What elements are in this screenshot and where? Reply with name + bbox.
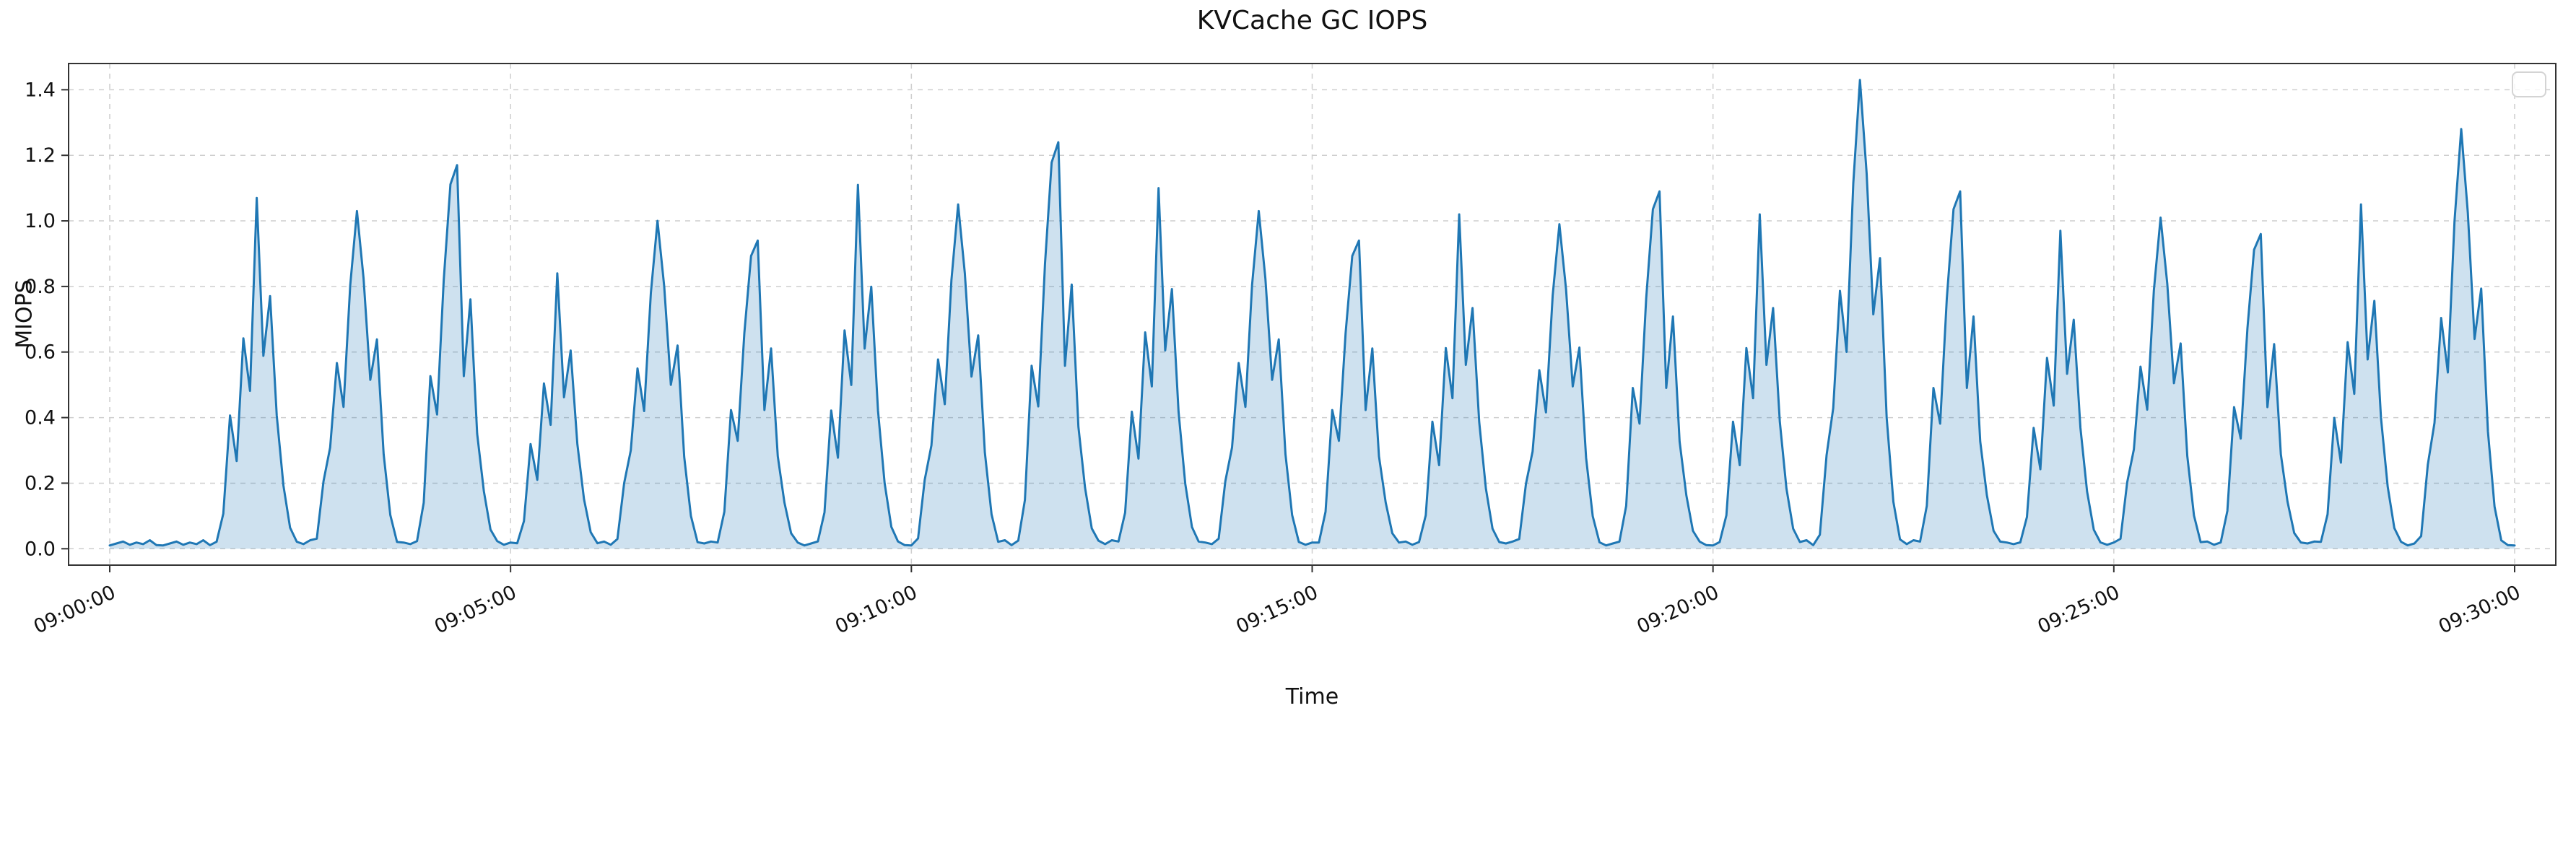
x-axis-label: Time — [1285, 684, 1339, 709]
x-tick-label: 09:10:00 — [832, 581, 921, 638]
x-tick-label: 09:00:00 — [30, 581, 119, 638]
y-tick-label: 1.4 — [25, 79, 56, 101]
y-tick-label: 0.8 — [25, 276, 56, 298]
x-tick-label: 09:20:00 — [1634, 581, 1723, 638]
y-tick-label: 1.0 — [25, 210, 56, 232]
legend-box — [2512, 71, 2546, 97]
y-tick-label: 1.2 — [25, 144, 56, 167]
x-tick-label: 09:30:00 — [2435, 581, 2524, 638]
y-axis-label: MIOPS — [12, 279, 38, 349]
tick-marks — [61, 89, 2515, 572]
y-tick-labels: 0.0 0.2 0.4 0.6 0.8 1.0 1.2 1.4 — [25, 79, 56, 560]
y-tick-label: 0.0 — [25, 538, 56, 560]
grid-lines — [69, 64, 2556, 565]
x-tick-label: 09:15:00 — [1232, 581, 1321, 638]
y-tick-label: 0.4 — [25, 407, 56, 429]
x-tick-label: 09:05:00 — [431, 581, 520, 638]
x-tick-labels: 09:00:00 09:05:00 09:10:00 09:15:00 09:20:00… — [30, 581, 2524, 638]
chart-title: KVCache GC IOPS — [1196, 6, 1428, 35]
y-tick-label: 0.6 — [25, 341, 56, 364]
y-tick-label: 0.2 — [25, 472, 56, 494]
series-area — [110, 79, 2515, 549]
series-line — [108, 79, 2516, 547]
x-tick-label: 09:25:00 — [2035, 581, 2123, 638]
